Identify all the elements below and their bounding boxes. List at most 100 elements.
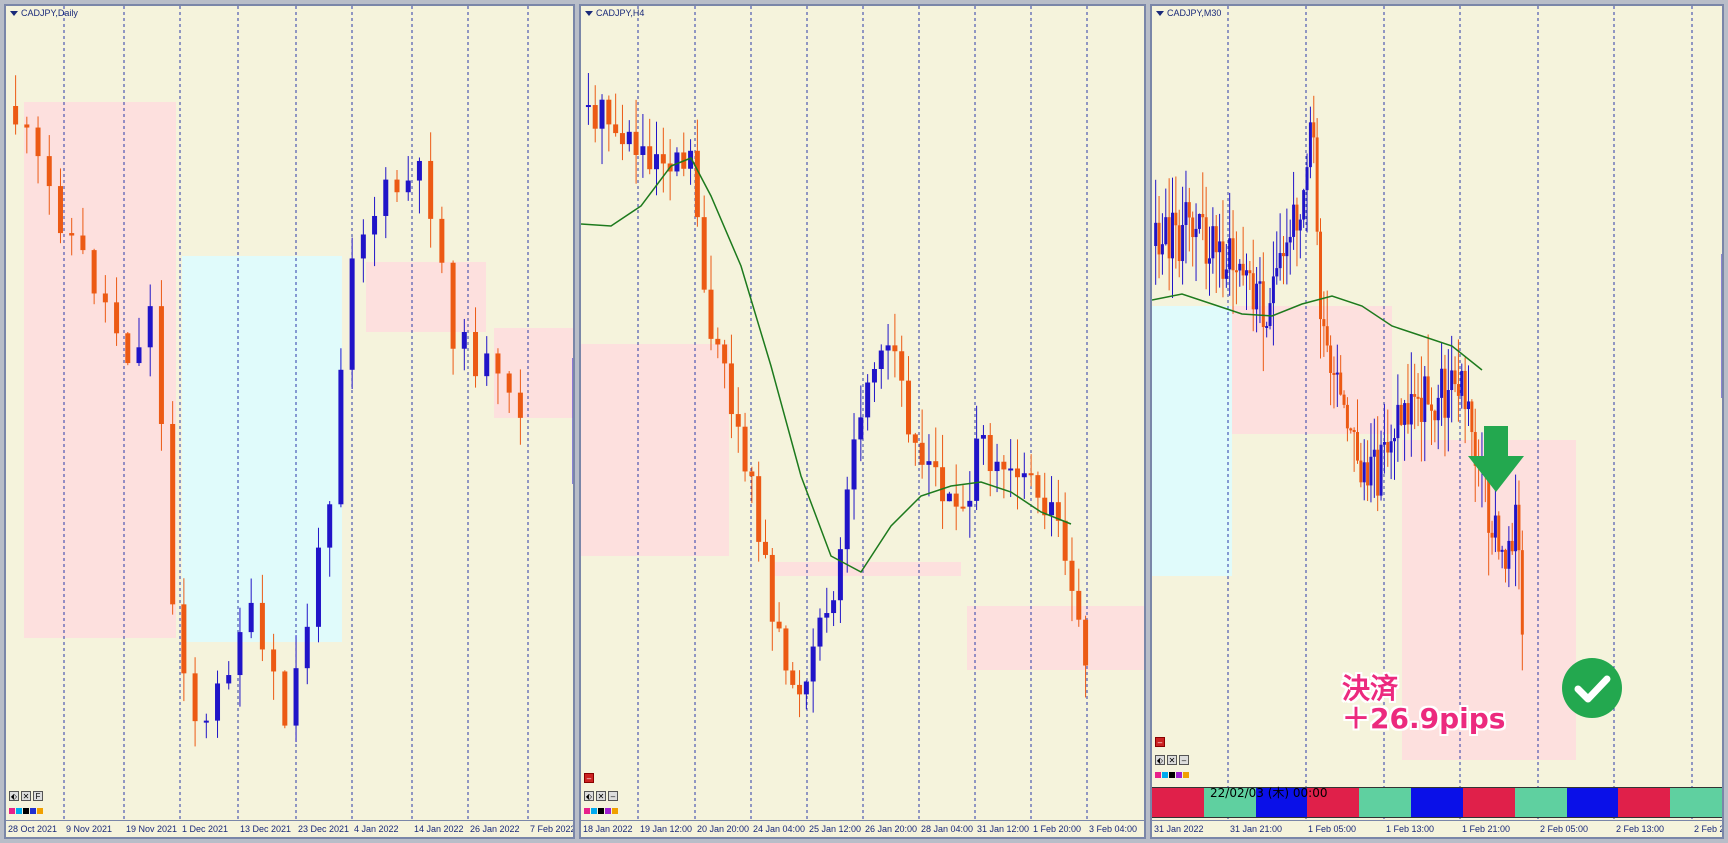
time-axis: 31 Jan 2022 31 Jan 21:00 1 Feb 05:00 1 Feb … xyxy=(1152,820,1722,837)
candle-body xyxy=(1514,504,1518,552)
color-swatch[interactable] xyxy=(16,808,22,814)
close-button[interactable]: ✕ xyxy=(1167,755,1177,765)
candle-body xyxy=(926,461,932,465)
chart-title: CADJPY,M30 xyxy=(1156,8,1221,18)
candle-body xyxy=(136,347,142,364)
color-swatch[interactable] xyxy=(605,808,611,814)
candle-body xyxy=(599,99,605,129)
time-axis-label: 19 Nov 2021 xyxy=(126,824,178,834)
color-swatch[interactable] xyxy=(584,808,590,814)
candle-body xyxy=(1409,394,1413,425)
candle-body xyxy=(215,683,221,721)
candle-body xyxy=(495,353,501,374)
candle-body xyxy=(1021,473,1027,478)
candle-body xyxy=(506,373,512,393)
candle-body xyxy=(660,154,666,164)
color-swatch[interactable] xyxy=(37,808,43,814)
candle-body xyxy=(450,262,456,349)
candle-body xyxy=(865,382,871,418)
f-button[interactable]: F xyxy=(33,791,43,801)
dropdown-triangle-icon[interactable] xyxy=(1156,11,1164,17)
candle-body xyxy=(1076,590,1082,620)
candle-body xyxy=(484,353,490,377)
candle-body xyxy=(1349,428,1353,431)
session-segment xyxy=(1152,788,1204,817)
close-button[interactable]: ✕ xyxy=(596,791,606,801)
session-segment xyxy=(1359,788,1412,817)
candle-body xyxy=(906,380,912,435)
close-button[interactable]: ✕ xyxy=(21,791,31,801)
candle-body xyxy=(715,338,721,345)
color-swatch[interactable] xyxy=(1183,772,1189,778)
candle-body xyxy=(1164,217,1168,245)
moving-average-line xyxy=(581,157,1072,573)
color-swatch[interactable] xyxy=(598,808,604,814)
candle-body xyxy=(1446,390,1450,418)
candle-body xyxy=(640,146,646,155)
candle-body xyxy=(1028,473,1034,476)
candle-body xyxy=(987,435,993,472)
pointer-tool-icon[interactable]: ⬖ xyxy=(9,791,19,801)
minimize-button[interactable]: – xyxy=(584,773,594,783)
candle-body xyxy=(237,632,243,676)
candle-body xyxy=(1167,217,1171,259)
session-segment xyxy=(1203,788,1256,817)
candle-body xyxy=(1197,213,1201,229)
pointer-tool-icon[interactable]: ⬖ xyxy=(584,791,594,801)
candle-body xyxy=(974,438,980,501)
candle-body xyxy=(1416,396,1420,399)
candle-body xyxy=(858,417,864,440)
pointer-tool-icon[interactable]: ⬖ xyxy=(1155,755,1165,765)
candle-body xyxy=(606,99,612,125)
candle-body xyxy=(994,461,1000,472)
candle-body xyxy=(688,150,694,169)
color-swatch[interactable] xyxy=(1176,772,1182,778)
candle-body xyxy=(817,617,823,647)
candle-body xyxy=(776,621,782,629)
dropdown-triangle-icon[interactable] xyxy=(585,11,593,17)
candle-body xyxy=(1352,430,1356,433)
candle-body xyxy=(1248,270,1252,274)
price-chart-m30[interactable] xyxy=(1152,6,1724,839)
chart-window-daily[interactable]: CADJPY,Daily ⬖ ✕ F 28 Oct 2021 9 Nov 2021 19… xyxy=(4,4,575,839)
candle-body xyxy=(1224,269,1228,279)
candle-body xyxy=(1322,319,1326,327)
candle-body xyxy=(372,215,378,235)
candle-body xyxy=(1184,202,1188,225)
session-segment xyxy=(1618,788,1671,817)
price-chart-daily[interactable] xyxy=(6,6,575,839)
candle-body xyxy=(980,435,986,439)
minus-button[interactable]: – xyxy=(608,791,618,801)
chart-window-m30[interactable]: CADJPY,M30 – ⬖ ✕ – 22/02/03 (木) 00:00 31 J… xyxy=(1150,4,1724,839)
color-swatch[interactable] xyxy=(1169,772,1175,778)
color-swatch[interactable] xyxy=(1162,772,1168,778)
color-swatch[interactable] xyxy=(9,808,15,814)
timestamp-label: 22/02/03 (木) 00:00 xyxy=(1210,786,1328,800)
color-swatch[interactable] xyxy=(591,808,597,814)
candle-body xyxy=(1308,122,1312,168)
candle-body xyxy=(1453,370,1457,385)
chart-toolbar: – ⬖ ✕ – xyxy=(1155,729,1191,783)
color-swatch[interactable] xyxy=(23,808,29,814)
time-axis-label: 25 Jan 12:00 xyxy=(809,824,862,834)
price-chart-h4[interactable] xyxy=(581,6,1146,839)
time-axis-label: 31 Jan 2022 xyxy=(1154,824,1204,834)
color-swatch[interactable] xyxy=(1155,772,1161,778)
candle-body xyxy=(147,306,153,348)
time-axis-label: 26 Jan 20:00 xyxy=(865,824,918,834)
candle-body xyxy=(1154,222,1158,246)
color-swatch[interactable] xyxy=(30,808,36,814)
candle-body xyxy=(271,649,277,672)
minimize-button[interactable]: – xyxy=(1155,737,1165,747)
candle-body xyxy=(1231,238,1235,271)
candle-body xyxy=(1214,226,1218,253)
color-swatch[interactable] xyxy=(612,808,618,814)
candle-body xyxy=(1493,515,1497,538)
candle-body xyxy=(1396,404,1400,439)
time-axis-label: 24 Jan 04:00 xyxy=(753,824,806,834)
dropdown-triangle-icon[interactable] xyxy=(10,11,18,17)
time-axis: 28 Oct 2021 9 Nov 2021 19 Nov 2021 1 Dec 20… xyxy=(6,820,573,837)
chart-title: CADJPY,H4 xyxy=(585,8,644,18)
minus-button[interactable]: – xyxy=(1179,755,1189,765)
chart-window-h4[interactable]: CADJPY,H4 – ⬖ ✕ – 18 Jan 2022 19 Jan 12:00 2… xyxy=(579,4,1146,839)
